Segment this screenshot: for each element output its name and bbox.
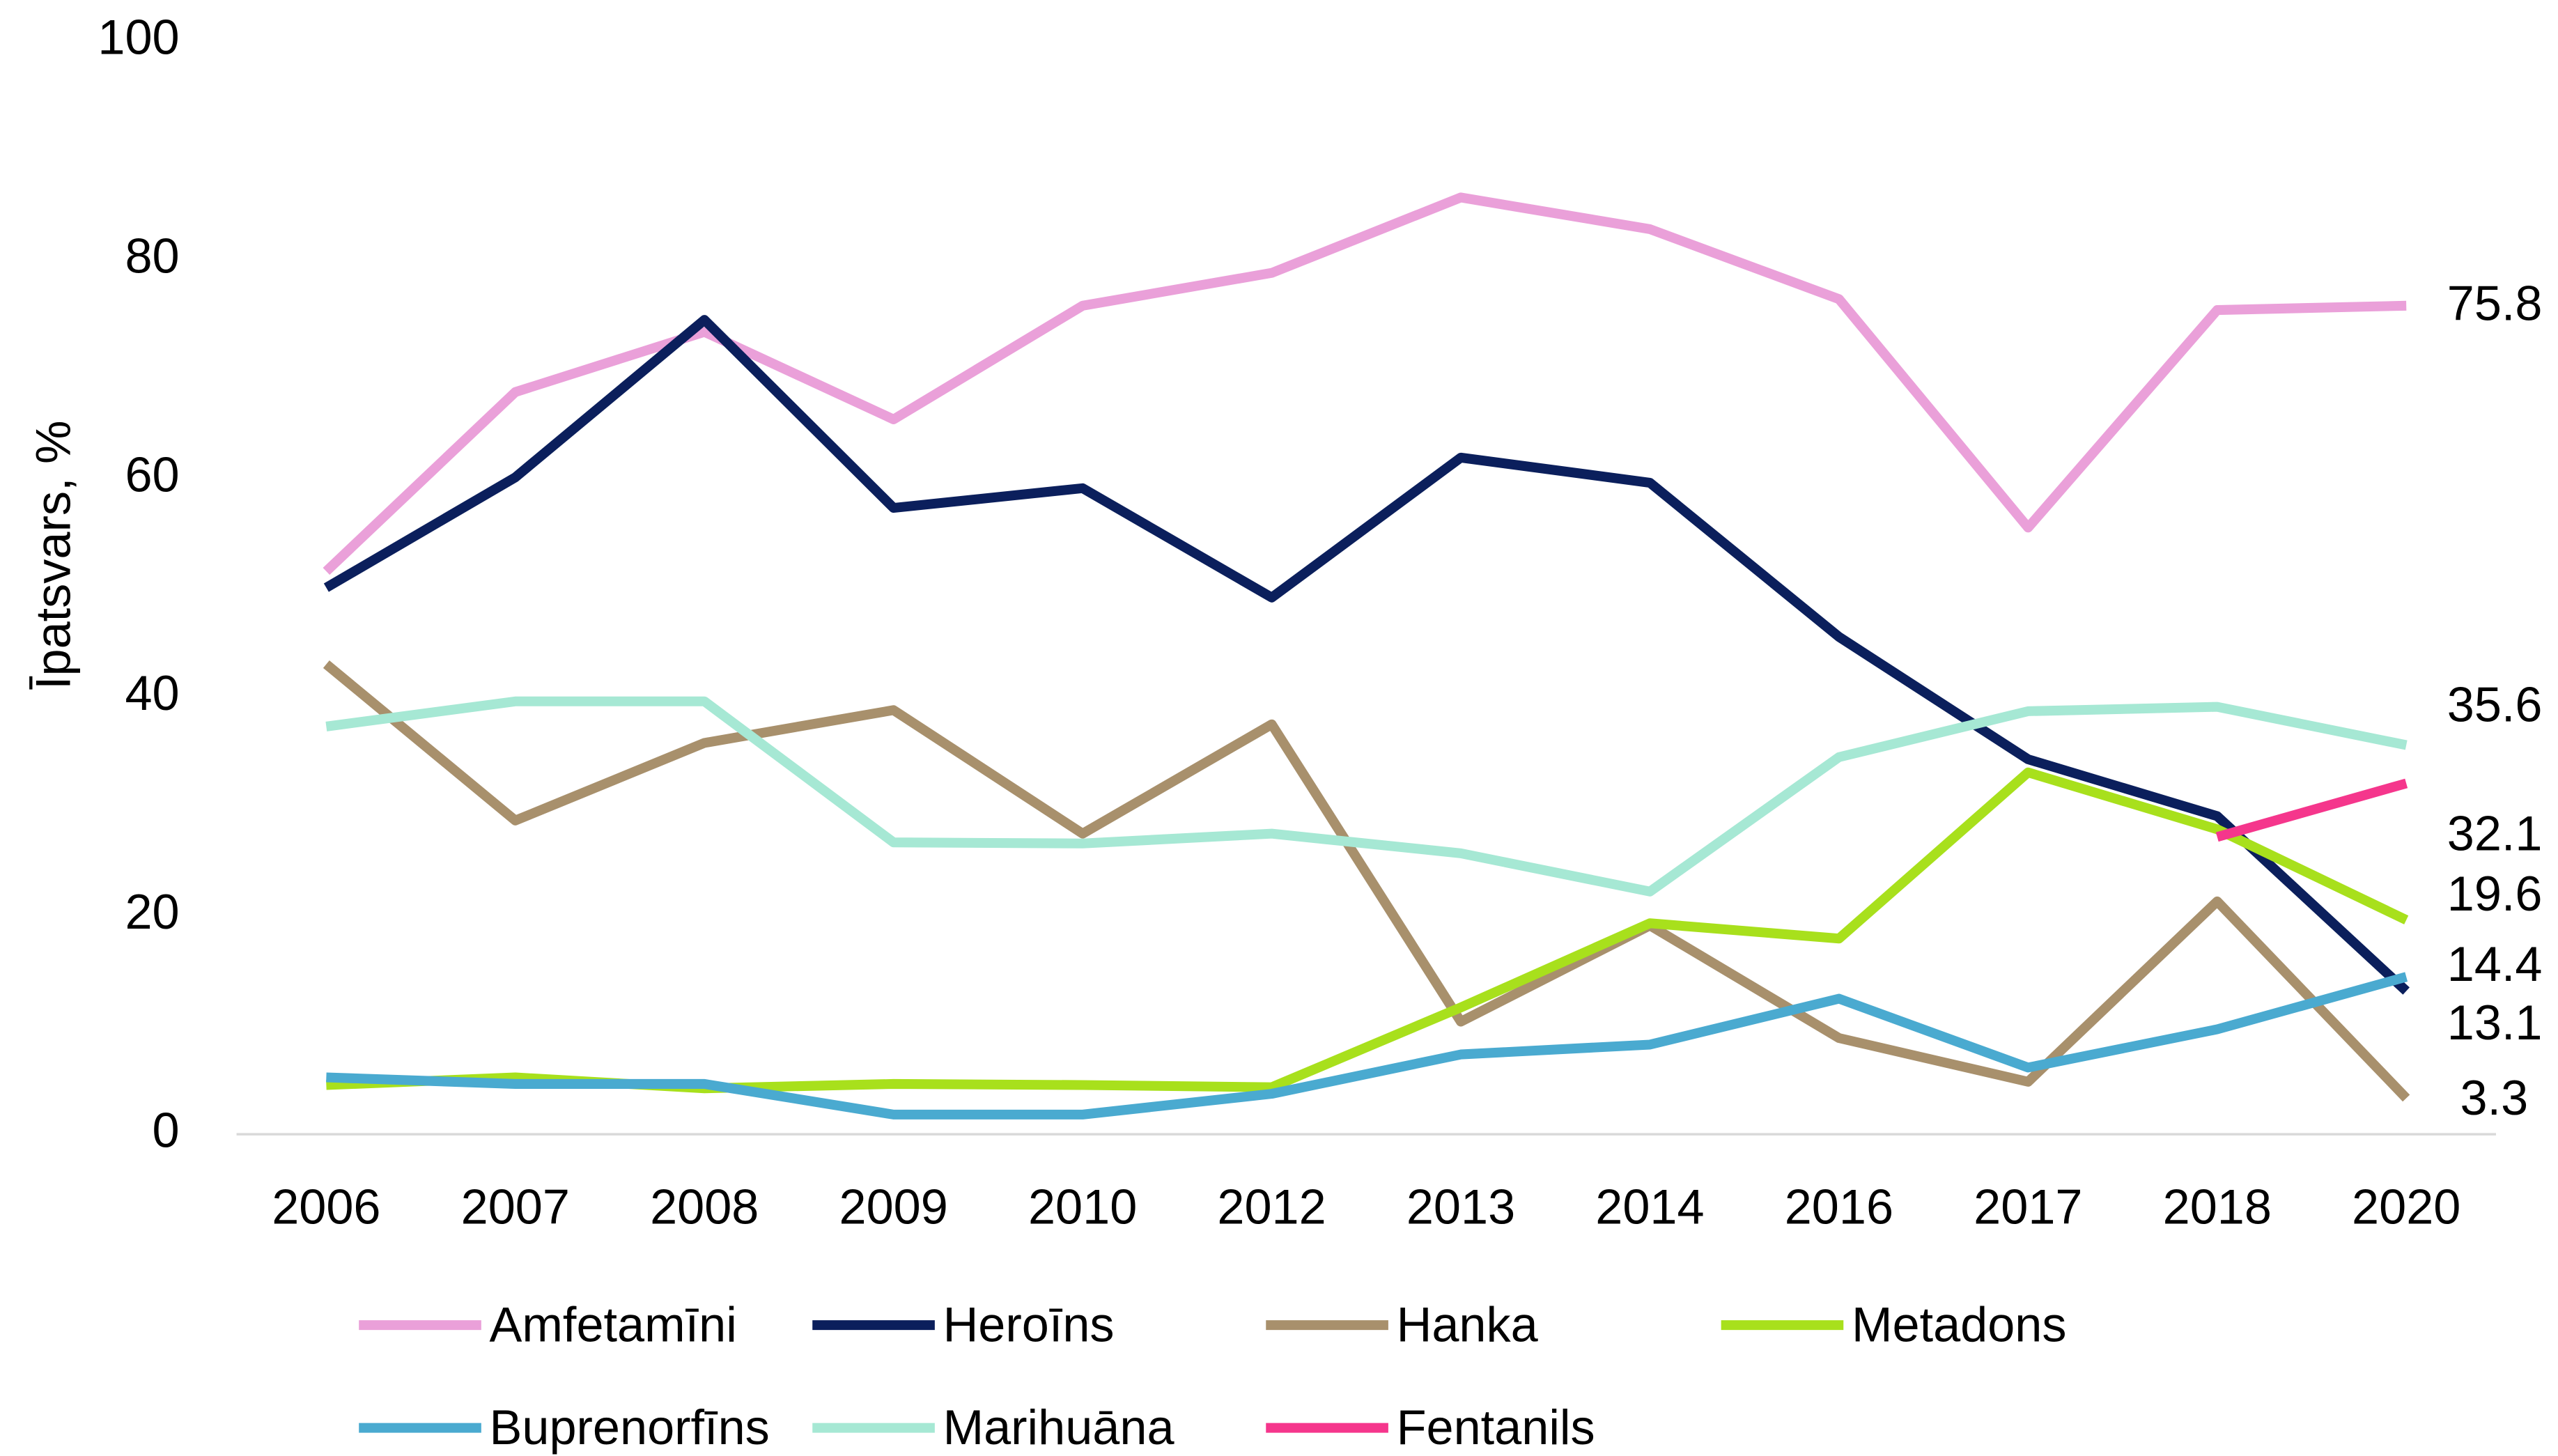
series-line — [2215, 778, 2408, 842]
data-label: 75.8 — [2447, 275, 2543, 330]
series-line — [323, 315, 2410, 995]
series-line — [326, 972, 2408, 1120]
series-line — [323, 660, 2410, 1102]
y-axis-label: Īpatsvars, % — [26, 421, 81, 690]
y-tick-label: 100 — [98, 10, 179, 65]
data-label: 35.6 — [2447, 676, 2543, 731]
legend-label: Heroīns — [943, 1296, 1115, 1352]
y-tick-label: 20 — [125, 884, 179, 939]
x-tick-label: 2012 — [1217, 1179, 1326, 1234]
series-line — [326, 767, 2409, 1094]
x-tick-label: 2013 — [1406, 1179, 1515, 1234]
y-tick-label: 40 — [125, 665, 179, 720]
data-label: 19.6 — [2447, 866, 2543, 921]
series-line — [323, 192, 2407, 575]
y-tick-label: 60 — [125, 447, 179, 502]
x-tick-label: 2020 — [2352, 1179, 2460, 1234]
legend-label: Marihuāna — [943, 1400, 1175, 1455]
legend-label: Buprenorfīns — [490, 1400, 770, 1455]
x-tick-label: 2010 — [1028, 1179, 1137, 1234]
legend-label: Hanka — [1397, 1296, 1539, 1352]
data-label: 3.3 — [2460, 1070, 2528, 1125]
x-tick-label: 2018 — [2163, 1179, 2272, 1234]
legend-label: Amfetamīni — [490, 1296, 737, 1352]
data-label: 14.4 — [2447, 936, 2543, 991]
x-tick-label: 2016 — [1785, 1179, 1893, 1234]
y-tick-label: 80 — [125, 228, 179, 283]
x-tick-label: 2006 — [272, 1179, 380, 1234]
x-tick-label: 2008 — [650, 1179, 759, 1234]
legend-label: Metadons — [1852, 1296, 2067, 1352]
data-label: 13.1 — [2447, 995, 2543, 1050]
series-line — [325, 696, 2408, 897]
legend-label: Fentanils — [1397, 1400, 1595, 1455]
y-tick-label: 0 — [153, 1103, 180, 1158]
data-label: 32.1 — [2447, 805, 2543, 860]
x-tick-label: 2007 — [461, 1179, 570, 1234]
x-tick-label: 2017 — [1974, 1179, 2082, 1234]
x-tick-label: 2014 — [1595, 1179, 1704, 1234]
x-tick-label: 2009 — [839, 1179, 948, 1234]
